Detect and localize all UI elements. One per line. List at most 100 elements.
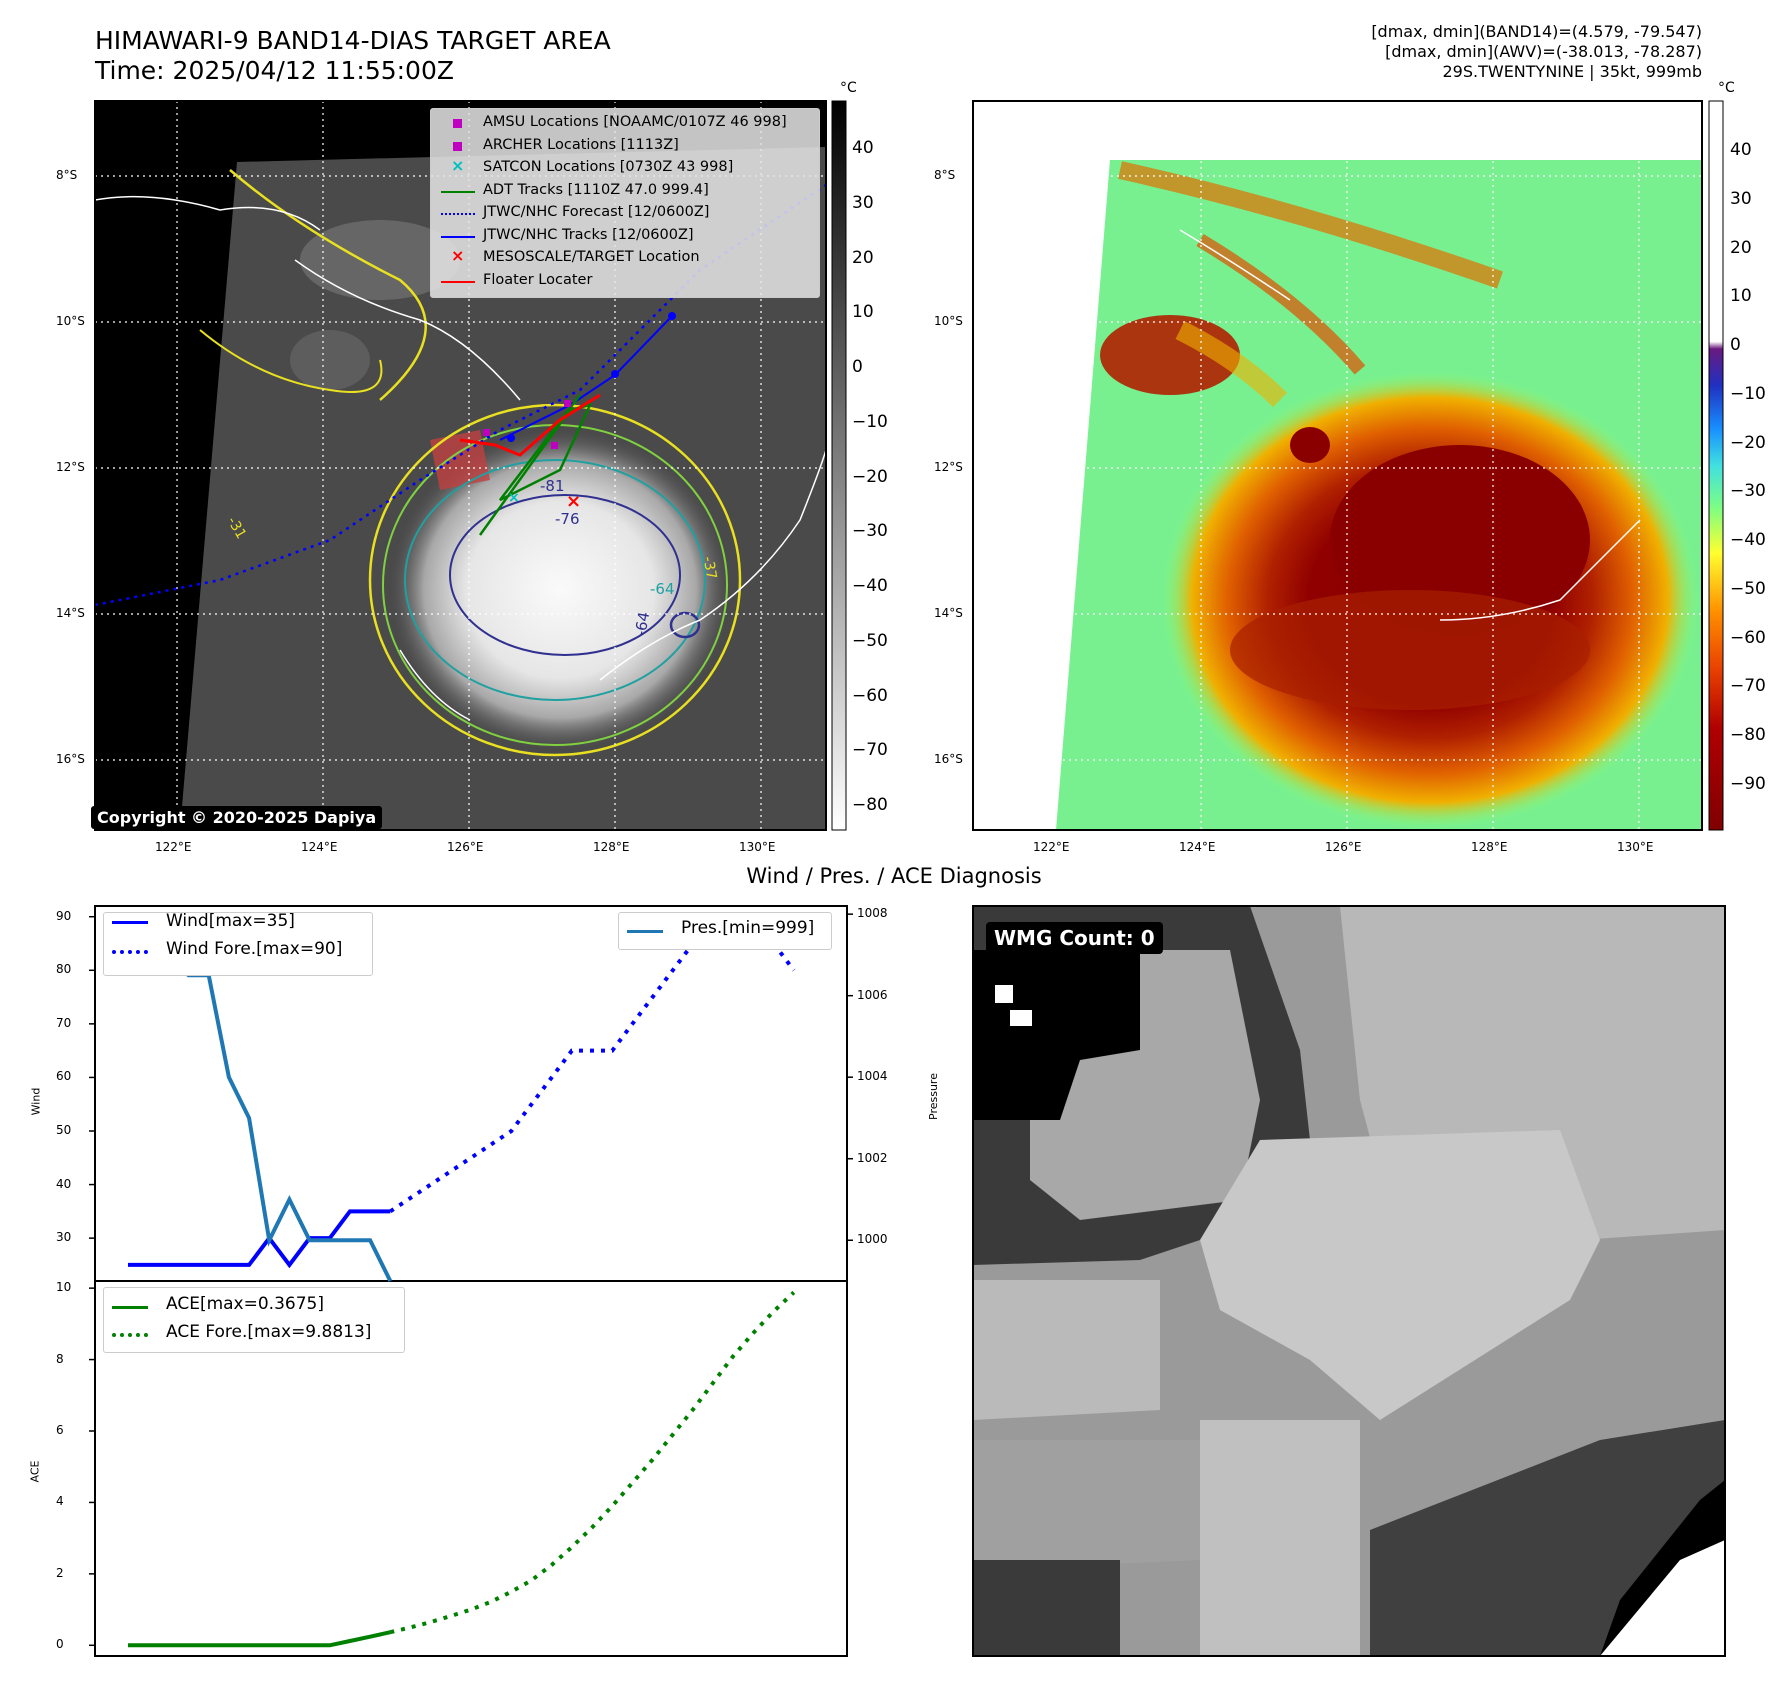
- lon-tick-label: 126°E: [1325, 840, 1362, 854]
- legend-label: ARCHER Locations [1113Z]: [483, 136, 679, 153]
- info-band14: [dmax, dmin](BAND14)=(4.579, -79.547): [1371, 22, 1702, 41]
- legend-item: JTWC/NHC Forecast [12/0600Z]: [431, 204, 819, 224]
- colorbar-tick-label: 10: [1730, 286, 1752, 307]
- lon-tick-label: 130°E: [739, 840, 776, 854]
- lat-tick-label: 16°S: [56, 752, 85, 766]
- legend-ace: ACE[max=0.3675]: [166, 1294, 324, 1314]
- y-tick-label: 10: [56, 1280, 72, 1295]
- wmg-count-badge: WMG Count: 0: [986, 922, 1163, 954]
- colorbar-tick-label: −20: [1730, 432, 1766, 453]
- y-tick-label: 80: [56, 962, 72, 977]
- lon-tick-label: 124°E: [301, 840, 338, 854]
- colorbar-tick-label: −40: [1730, 530, 1766, 551]
- y-tick-label: 8: [56, 1351, 64, 1366]
- colorbar-tick-label: −60: [1730, 627, 1766, 648]
- satellite-ir-enhanced-map: [973, 101, 1702, 830]
- legend-item: × SATCON Locations [0730Z 43 998]: [431, 156, 819, 179]
- colorbar-tick-label: −70: [852, 740, 888, 761]
- colorbar-tick-label: 20: [852, 247, 874, 268]
- colorbar-tick-label: −10: [1730, 383, 1766, 404]
- pressure-tick-label: 1004: [857, 1069, 888, 1084]
- y-tick-label: 90: [56, 908, 72, 923]
- ace-chart: [89, 1287, 796, 1648]
- lat-tick-label: 8°S: [934, 168, 956, 182]
- colorbar-tick-label: 20: [1730, 237, 1752, 258]
- lon-tick-label: 128°E: [1471, 840, 1508, 854]
- legend-item: ARCHER Locations [1113Z]: [431, 137, 819, 157]
- lat-tick-label: 8°S: [56, 168, 78, 182]
- info-awv: [dmax, dmin](AWV)=(-38.013, -78.287): [1385, 42, 1702, 61]
- wind-legend: Wind[max=35] Wind Fore.[max=90]: [103, 911, 373, 976]
- colorbar-tick-label: −10: [852, 411, 888, 432]
- colorbar-tick-label: 30: [1730, 188, 1752, 209]
- diagnosis-title: Wind / Pres. / ACE Diagnosis: [746, 864, 1042, 888]
- series-line: [389, 914, 796, 1214]
- colorbar-right-unit: °C: [1718, 80, 1735, 96]
- lon-tick-label: 124°E: [1179, 840, 1216, 854]
- pressure-legend: Pres.[min=999]: [618, 912, 832, 950]
- legend-item: Floater Locater: [431, 272, 819, 292]
- svg-text:×: ×: [566, 491, 581, 512]
- pressure-axis-label: Pressure: [926, 1073, 940, 1120]
- legend-label: MESOSCALE/TARGET Location: [483, 249, 700, 265]
- legend-item: × MESOSCALE/TARGET Location: [431, 246, 819, 269]
- legend-item: JTWC/NHC Tracks [12/0600Z]: [431, 227, 819, 247]
- colorbar-tick-label: −40: [852, 576, 888, 596]
- y-tick-label: 4: [56, 1494, 64, 1509]
- legend-label: JTWC/NHC Forecast [12/0600Z]: [483, 204, 710, 220]
- legend-marker: [441, 280, 475, 283]
- y-tick-label: 50: [56, 1123, 72, 1137]
- colorbar-tick-label: 10: [852, 302, 874, 323]
- lat-tick-label: 10°S: [56, 314, 85, 328]
- colorbar-tick-label: −50: [852, 630, 888, 651]
- colorbar-gray: [831, 100, 847, 831]
- legend-label: ADT Tracks [1110Z 47.0 999.4]: [483, 181, 709, 198]
- contour-label: -64: [650, 580, 675, 598]
- contour-label: -81: [540, 477, 565, 495]
- colorbar-tick-label: −30: [1730, 481, 1766, 502]
- colorbar-tick-label: −80: [852, 795, 888, 815]
- legend-label: SATCON Locations [0730Z 43 998]: [483, 159, 734, 175]
- lon-tick-label: 126°E: [447, 840, 484, 854]
- y-tick-label: 2: [56, 1565, 64, 1580]
- colorbar-tick-label: 0: [1730, 335, 1741, 356]
- colorbar-tick-label: −70: [1730, 676, 1766, 697]
- wmg-panel: [973, 906, 1725, 1656]
- colorbar-tick-label: −50: [1730, 578, 1766, 599]
- legend-marker: [441, 213, 475, 215]
- info-storm: 29S.TWENTYNINE | 35kt, 999mb: [1442, 62, 1703, 81]
- svg-text:×: ×: [508, 490, 520, 506]
- colorbar-jet: [1708, 100, 1724, 831]
- legend-label: JTWC/NHC Tracks [12/0600Z]: [483, 226, 694, 243]
- legend-item: ADT Tracks [1110Z 47.0 999.4]: [431, 182, 819, 202]
- ace-plot-frame: [94, 1280, 848, 1657]
- map-legend: AMSU Locations [NOAAMC/0107Z 46 998] ARCH…: [430, 108, 820, 298]
- legend-item: AMSU Locations [NOAAMC/0107Z 46 998]: [431, 114, 819, 134]
- colorbar-tick-label: −30: [852, 521, 888, 542]
- pressure-tick-label: 1008: [857, 906, 888, 921]
- colorbar-tick-label: −20: [852, 466, 888, 487]
- legend-ace-fore: ACE Fore.[max=9.8813]: [166, 1322, 372, 1342]
- pressure-tick-label: 1006: [857, 987, 888, 1002]
- legend-marker: ×: [451, 156, 465, 175]
- lat-tick-label: 14°S: [56, 606, 85, 620]
- legend-label: Floater Locater: [483, 271, 593, 288]
- lon-tick-label: 122°E: [1033, 840, 1070, 854]
- colorbar-tick-label: −60: [852, 685, 888, 706]
- copyright-label: Copyright © 2020-2025 Dapiya: [91, 806, 383, 829]
- colorbar-tick-label: 30: [852, 192, 874, 213]
- lat-tick-label: 10°S: [934, 314, 963, 328]
- lon-tick-label: 130°E: [1617, 840, 1654, 854]
- legend-marker: [441, 235, 475, 238]
- colorbar-tick-label: 0: [852, 357, 863, 377]
- contour-label: -76: [555, 510, 580, 528]
- y-tick-label: 70: [56, 1015, 72, 1030]
- series-line: [128, 1630, 391, 1648]
- lat-tick-label: 16°S: [934, 752, 963, 766]
- pressure-tick-label: 1000: [857, 1232, 888, 1247]
- legend-wind: Wind[max=35]: [166, 911, 295, 931]
- colorbar-tick-label: 40: [1730, 140, 1752, 160]
- wind-axis-label: Wind: [29, 1087, 43, 1116]
- legend-marker: [453, 119, 462, 128]
